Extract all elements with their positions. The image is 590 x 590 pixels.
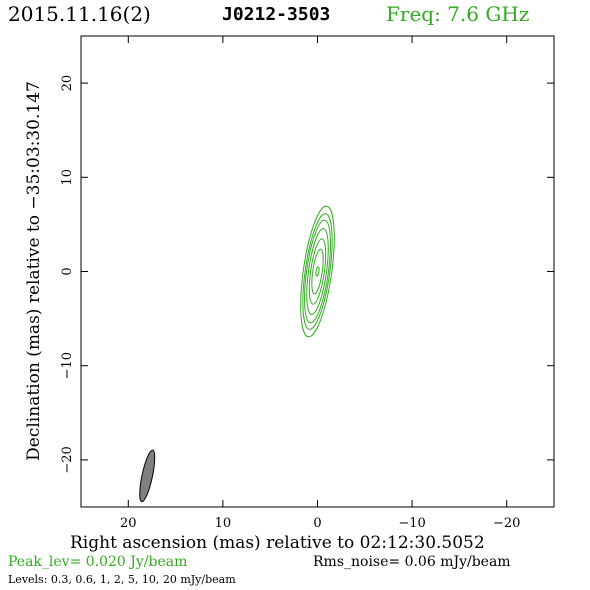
observation-date: 2015.11.16(2) — [8, 2, 151, 26]
y-axis-label: Declination (mas) relative to −35:03:30.… — [24, 81, 44, 461]
y-tick-label: 10 — [60, 169, 75, 186]
source-name: J0212-3503 — [222, 4, 331, 25]
y-tick-label: −20 — [60, 446, 75, 473]
contour-ring — [306, 228, 329, 315]
x-tick-label: 10 — [215, 516, 232, 531]
contour-levels: Levels: 0.3, 0.6, 1, 2, 5, 10, 20 mJy/be… — [8, 573, 236, 586]
x-tick-label: 20 — [120, 516, 137, 531]
x-tick-label: 0 — [313, 516, 321, 531]
frequency-label: Freq: 7.6 GHz — [386, 2, 530, 26]
contour-ring — [311, 248, 324, 295]
beam-ellipse — [139, 449, 156, 503]
contour-ring — [302, 213, 333, 330]
contour-ring — [304, 219, 331, 324]
plot-frame — [80, 35, 555, 508]
peak-level: Peak_lev= 0.020 Jy/beam — [8, 554, 188, 570]
contour-ring — [308, 238, 327, 305]
x-tick-label: −20 — [493, 516, 520, 531]
y-tick-label: −10 — [60, 352, 75, 379]
contour-ring — [315, 266, 320, 277]
rms-noise: Rms_noise= 0.06 mJy/beam — [313, 554, 511, 570]
y-tick-label: 0 — [60, 267, 75, 275]
x-tick-label: −10 — [398, 516, 425, 531]
x-axis-label: Right ascension (mas) relative to 02:12:… — [70, 533, 485, 553]
y-tick-label: 20 — [60, 75, 75, 92]
contour-ring — [300, 205, 335, 338]
